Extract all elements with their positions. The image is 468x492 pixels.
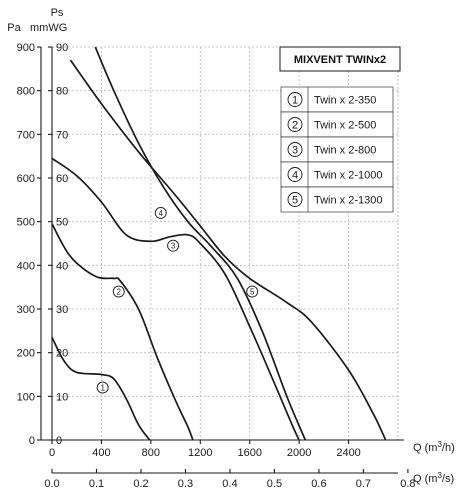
curve-marker-1: 1 (96, 381, 109, 394)
y-tick-label-pa: 400 (17, 260, 35, 272)
y-tick-label-pa: 500 (17, 217, 35, 229)
legend-marker-circle (287, 92, 303, 107)
curve-marker-circle (246, 285, 259, 298)
x-tick-label-m3s: 0.6 (311, 478, 326, 490)
legend-marker-circle (287, 142, 303, 157)
legend-marker-label: 1 (292, 95, 298, 107)
curve-marker-circle (154, 206, 167, 219)
x-tick-label-m3s: 0.0 (44, 478, 59, 490)
x-tick-label-m3s: 0.2 (133, 478, 148, 490)
y-axis-label-mmwg: mmWG (30, 22, 67, 34)
legend-marker-circle (287, 117, 303, 132)
legend-entry-5: 5 Twin x 2-1300 (280, 186, 394, 213)
x-tick-label-m3s: 0.1 (89, 478, 104, 490)
y-tick-label-pa: 200 (17, 348, 35, 360)
y-tick-label-mmwg: 80 (56, 86, 68, 98)
curve-layer (51, 46, 387, 441)
curve-marker-circle (112, 285, 125, 298)
chart-title-box: MIXVENT TWINx2 (279, 46, 401, 72)
y-tick-label-pa: 900 (17, 42, 35, 54)
legend-marker-label: 3 (292, 145, 298, 157)
curve-marker-label: 4 (159, 209, 164, 218)
legend-entry-4: 4 Twin x 2-1000 (280, 161, 394, 188)
legend-marker-label: 4 (292, 170, 298, 182)
legend-entry-1: 1 Twin x 2-350 (280, 86, 394, 113)
y-tick-label-pa: 700 (17, 129, 35, 141)
legend-entry-3: 3 Twin x 2-800 (280, 136, 394, 163)
legend-series-name: Twin x 2-500 (314, 120, 376, 132)
curve-marker-label: 5 (250, 288, 255, 297)
y-tick-label-pa: 0 (29, 435, 35, 447)
legend-marker-label: 2 (292, 120, 298, 132)
x-axis-label-m3s: Q (m3/s) (413, 471, 454, 485)
curve-marker-label: 2 (117, 288, 122, 297)
x-tick-label-m3h: 800 (142, 447, 160, 459)
x-tick-label-m3s: 0.7 (356, 478, 371, 490)
legend-entry-2: 2 Twin x 2-500 (280, 111, 394, 138)
x-tick-label-m3s: 0.8 (400, 478, 415, 490)
x-tick-label-m3h: 2400 (336, 447, 360, 459)
chart-title: MIXVENT TWINx2 (294, 54, 386, 66)
series-line-2 (51, 223, 194, 441)
legend-series-name: Twin x 2-350 (314, 95, 376, 107)
y-axis-label-ps: Ps (51, 7, 64, 19)
x-tick-label-m3h: 2000 (287, 447, 311, 459)
y-tick-label-mmwg: 50 (56, 217, 68, 229)
y-tick-label-mmwg: 10 (56, 391, 68, 403)
legend-series-name: Twin x 2-800 (314, 145, 376, 157)
x-tick-label-m3h: 400 (92, 447, 110, 459)
x-tick-label-m3s: 0.3 (178, 478, 193, 490)
curve-marker-3: 3 (167, 239, 180, 252)
curve-marker-circle (96, 381, 109, 394)
curve-marker-label: 1 (100, 384, 105, 393)
series-line-4 (94, 46, 307, 441)
legend-series-name: Twin x 2-1300 (314, 195, 382, 207)
y-tick-label-pa: 100 (17, 391, 35, 403)
chart-title-frame (279, 46, 401, 72)
y-tick-label-mmwg: 40 (56, 260, 68, 272)
x-axis-label-m3h: Q (m3/h) (413, 440, 455, 454)
curve-marker-label: 3 (171, 242, 176, 251)
x-tick-label-m3s: 0.5 (267, 478, 282, 490)
x-tick-label-m3h: 0 (49, 447, 55, 459)
curve-marker-circle (167, 239, 180, 252)
curve-marker-5: 5 (246, 285, 259, 298)
x-tick-label-m3s: 0.4 (222, 478, 237, 490)
y-tick-label-pa: 800 (17, 86, 35, 98)
y-tick-label-mmwg: 30 (56, 304, 68, 316)
series-line-1 (51, 337, 151, 441)
curve-marker-4: 4 (154, 206, 167, 219)
y-tick-label-mmwg: 90 (56, 42, 68, 54)
curve-marker-2: 2 (112, 285, 125, 298)
legend-marker-circle (287, 167, 303, 182)
y-tick-label-mmwg: 70 (56, 129, 68, 141)
y-tick-label-pa: 300 (17, 304, 35, 316)
y-tick-label-pa: 600 (17, 173, 35, 185)
x-tick-label-m3h: 1200 (188, 447, 212, 459)
legend-marker-label: 5 (292, 195, 298, 207)
legend: 1 Twin x 2-350 2 Twin x 2-500 3 Twin x 2-800 4… (280, 86, 394, 213)
y-axis-label-pa: Pa (7, 22, 21, 34)
series-line-3 (51, 157, 300, 441)
y-tick-label-mmwg: 0 (56, 435, 62, 447)
curve-marker-layer: 1 2 3 4 5 (96, 206, 259, 394)
series-line-5 (69, 59, 387, 441)
x-tick-label-m3h: 1600 (237, 447, 261, 459)
y-tick-label-mmwg: 60 (56, 173, 68, 185)
legend-marker-circle (287, 192, 303, 207)
legend-series-name: Twin x 2-1000 (314, 170, 382, 182)
